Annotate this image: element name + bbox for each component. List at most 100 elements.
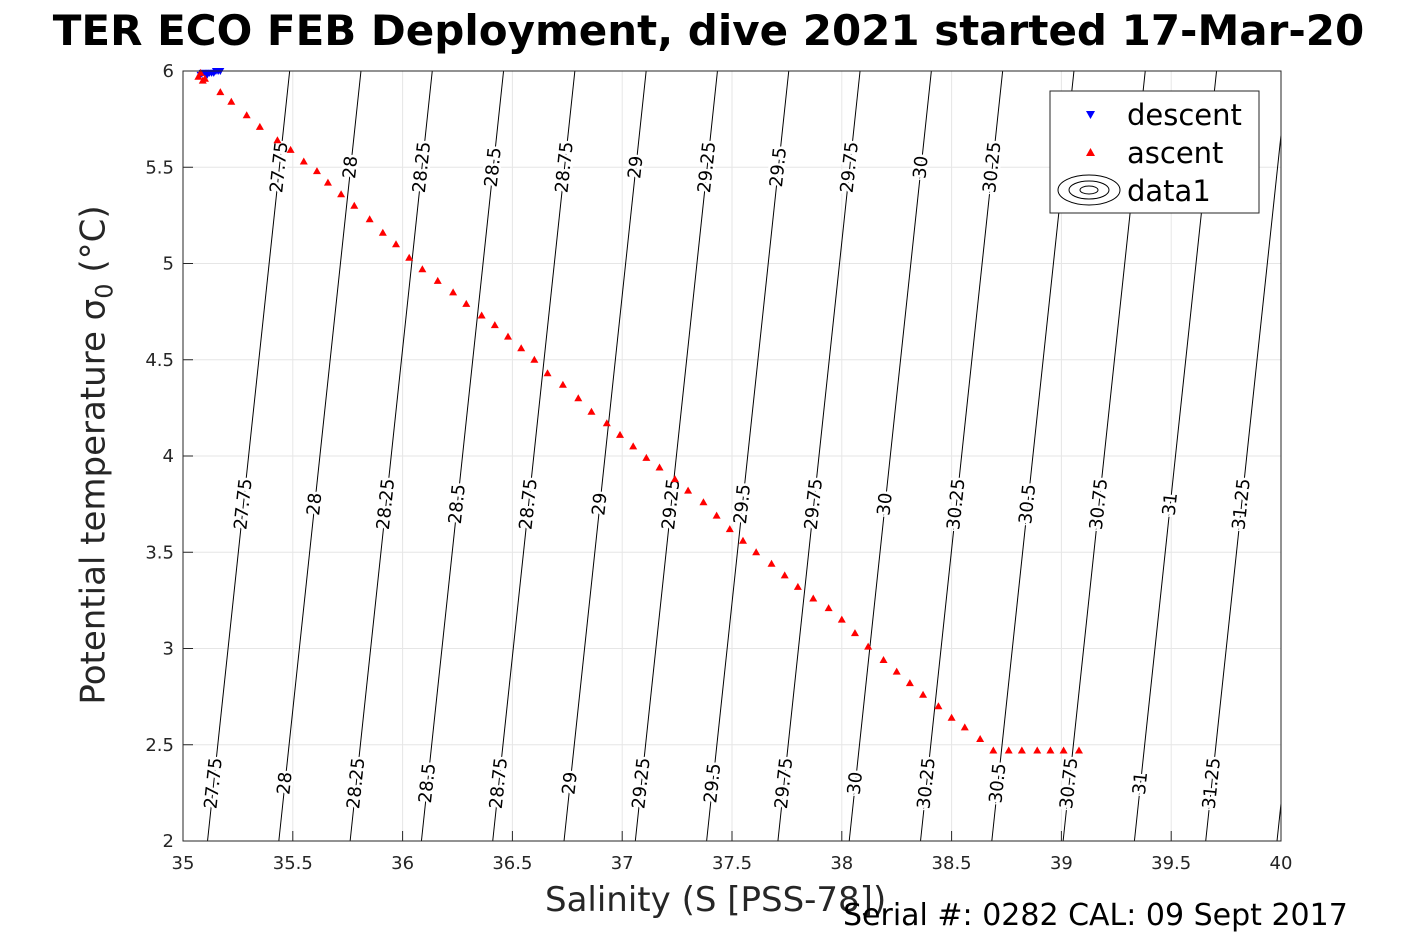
- ascent-point: [286, 145, 295, 153]
- x-tick-label: 36.5: [492, 853, 532, 874]
- contour-label: 29.5: [700, 762, 725, 804]
- ascent-point: [1017, 746, 1026, 754]
- legend-ascent-marker: [1086, 148, 1095, 156]
- ascent-point: [1004, 746, 1013, 754]
- ascent-point: [587, 407, 596, 415]
- ascent-point: [947, 713, 956, 721]
- ascent-point: [350, 201, 359, 209]
- y-axis-label: Potential temperature σ0 (°C): [73, 205, 119, 705]
- x-tick-label: 35.5: [273, 853, 313, 874]
- contour-label: 29.75: [771, 757, 797, 810]
- contour-labels: 27.75 27.75 27.75 28 28 28 28.25 28.25 28.25 28.5…: [198, 138, 1257, 812]
- isopycnal-line: [848, 70, 932, 842]
- y-tick-label: 6: [163, 61, 174, 82]
- y-tick-label: 4.5: [145, 350, 174, 371]
- isopycnal-line: [492, 70, 576, 842]
- ascent-point: [1046, 746, 1055, 754]
- contour-label: 29.25: [694, 141, 720, 194]
- contour-label: 29.75: [837, 141, 863, 194]
- ascent-point: [976, 734, 985, 742]
- isopycnal-line: [634, 70, 718, 842]
- ascent-point: [1033, 746, 1042, 754]
- density-contours: [207, 70, 1282, 842]
- ascent-point: [517, 344, 526, 352]
- ascent-point: [462, 299, 471, 307]
- contour-label: 28: [303, 492, 326, 517]
- x-axis-label: Salinity (S [PSS-78]): [545, 880, 887, 920]
- ascent-point: [837, 615, 846, 623]
- ascent-point: [725, 525, 734, 533]
- y-tick-label: 2: [163, 831, 174, 852]
- contour-label: 29.25: [658, 477, 684, 530]
- contour-label: 30.75: [1086, 477, 1112, 530]
- ascent-point: [629, 442, 638, 450]
- ascent-point: [850, 629, 859, 637]
- ascent-point: [919, 690, 928, 698]
- ascent-point: [892, 667, 901, 675]
- isopycnal-line: [920, 70, 1004, 842]
- y-tick-label: 2.5: [145, 735, 174, 756]
- contour-label: 28.75: [515, 477, 541, 530]
- contour-label: 28.25: [409, 141, 435, 194]
- contour-label: 30.25: [979, 141, 1005, 194]
- ascent-point: [616, 430, 625, 438]
- y-tick-label: 3: [163, 639, 174, 660]
- contour-label: 30: [909, 155, 932, 180]
- serial-cal-footer: Serial #: 0282 CAL: 09 Sept 2017: [843, 898, 1348, 933]
- contour-label: 28: [339, 155, 362, 180]
- contour-label: 27.75: [266, 141, 292, 194]
- ascent-point: [602, 419, 611, 427]
- isopycnal-line: [1276, 803, 1282, 842]
- ascent-point: [216, 88, 225, 96]
- ascent-point: [365, 215, 374, 223]
- contour-label: 31: [1159, 492, 1182, 517]
- isopycnal-line: [420, 70, 505, 842]
- ascent-point: [543, 369, 552, 377]
- ascent-point: [200, 74, 209, 82]
- x-tick-label: 36: [391, 853, 414, 874]
- ascent-point: [504, 332, 513, 340]
- y-tick-label: 4: [163, 446, 174, 467]
- x-axis-ticks: 35 35.5 36 36.5 37 37.5 38 38.5 39 39.5 40: [172, 831, 1292, 874]
- ascent-point: [337, 190, 346, 198]
- contour-label: 28.5: [481, 146, 506, 188]
- ascent-point: [712, 511, 721, 519]
- legend-box: [1049, 90, 1260, 214]
- isopycnal-line: [777, 70, 861, 842]
- contour-label: 29: [559, 771, 582, 796]
- contour-label: 29: [588, 492, 611, 517]
- legend-ascent-label: ascent: [1127, 136, 1223, 170]
- ascent-point: [960, 723, 969, 731]
- isopycnal-line: [1205, 135, 1282, 842]
- ascent-point: [642, 453, 651, 461]
- contour-label: 28.75: [486, 757, 512, 810]
- contour-label: 28.75: [551, 141, 577, 194]
- ascent-point: [793, 582, 802, 590]
- ascent-point: [418, 265, 427, 273]
- ascent-point: [574, 394, 583, 402]
- x-tick-label: 39: [1050, 853, 1073, 874]
- x-tick-label: 35: [172, 853, 195, 874]
- contour-label: 27.75: [230, 477, 256, 530]
- contour-label: 31: [1129, 771, 1152, 796]
- data-points: [194, 68, 1083, 754]
- contour-label: 30.5: [1015, 483, 1040, 525]
- y-tick-label: 5.5: [145, 157, 174, 178]
- ascent-point: [530, 355, 539, 363]
- y-tick-label: 5: [163, 254, 174, 275]
- contour-label: 30.75: [1056, 757, 1082, 810]
- contour-label: 27.75: [201, 757, 227, 810]
- contour-label: 29: [624, 155, 647, 180]
- ascent-point: [227, 97, 236, 105]
- ascent-point: [684, 486, 693, 494]
- contour-label: 29.75: [801, 477, 827, 530]
- isopycnal-line: [563, 70, 647, 842]
- contour-label: 30.25: [943, 477, 969, 530]
- contour-label: 28.25: [343, 757, 369, 810]
- contour-label: 29.25: [628, 757, 654, 810]
- ascent-point: [1074, 746, 1083, 754]
- ascent-point: [273, 136, 282, 144]
- legend-descent-marker: [1086, 111, 1095, 119]
- ascent-point: [378, 228, 387, 236]
- contour-label: 28.25: [373, 477, 399, 530]
